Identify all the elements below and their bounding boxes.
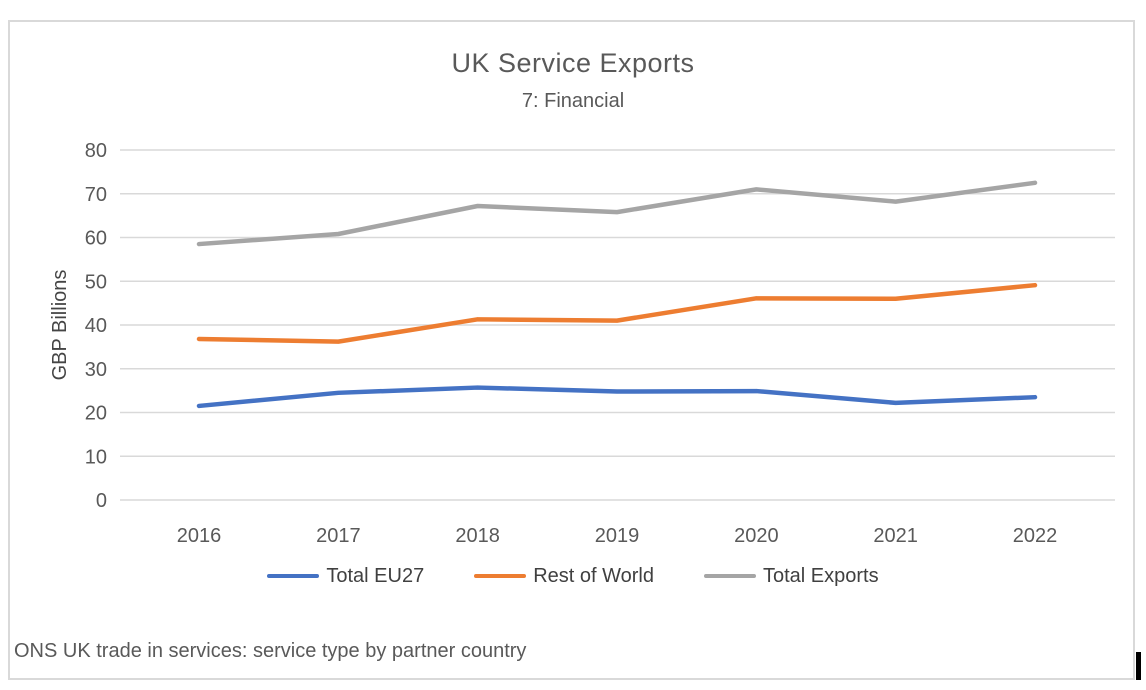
- chart-subtitle: 7: Financial: [521, 90, 625, 112]
- svg-text:40: 40: [85, 315, 107, 337]
- legend-line-swatch-orange: [474, 574, 527, 578]
- svg-text:2022: 2022: [1013, 525, 1058, 547]
- svg-text:50: 50: [85, 271, 107, 293]
- legend-item-rest-of-world: Rest of World: [474, 565, 654, 588]
- legend-label-total-eu27: Total EU27: [326, 564, 425, 587]
- svg-text:2021: 2021: [873, 525, 918, 547]
- svg-text:30: 30: [85, 359, 107, 381]
- svg-text:70: 70: [85, 184, 107, 206]
- svg-text:20: 20: [85, 403, 107, 425]
- svg-text:10: 10: [85, 446, 107, 468]
- legend-line-swatch-blue: [267, 574, 320, 578]
- svg-text:2019: 2019: [595, 525, 640, 547]
- legend-item-total-eu27: Total EU27: [267, 565, 424, 588]
- y-axis-title: GBP Billions: [49, 270, 71, 381]
- svg-text:2018: 2018: [455, 525, 500, 547]
- legend-label-total-exports: Total Exports: [763, 564, 879, 587]
- svg-text:80: 80: [85, 140, 107, 162]
- chart-frame: [8, 20, 1135, 680]
- text-cursor-mark: [1136, 652, 1141, 680]
- legend-item-total-exports: Total Exports: [704, 565, 879, 588]
- data-series-lines: [196, 180, 1038, 409]
- svg-text:2020: 2020: [734, 525, 779, 547]
- svg-text:60: 60: [85, 228, 107, 250]
- svg-text:2017: 2017: [316, 525, 361, 547]
- chart-title: UK Service Exports: [451, 48, 695, 78]
- legend: Total EU27 Rest of World Total Exports: [0, 562, 1146, 590]
- gridlines: [120, 149, 1115, 501]
- legend-line-swatch-gray: [704, 574, 756, 578]
- legend-label-rest-of-world: Rest of World: [533, 564, 654, 587]
- source-note: ONS UK trade in services: service type b…: [14, 640, 527, 662]
- y-axis-tick-labels: 0 10 20 30 40 50 60 70 80: [85, 140, 107, 512]
- svg-text:2016: 2016: [177, 525, 222, 547]
- x-axis-tick-labels: 2016 2017 2018 2019 2020 2021 2022: [177, 525, 1058, 547]
- svg-text:0: 0: [96, 490, 107, 512]
